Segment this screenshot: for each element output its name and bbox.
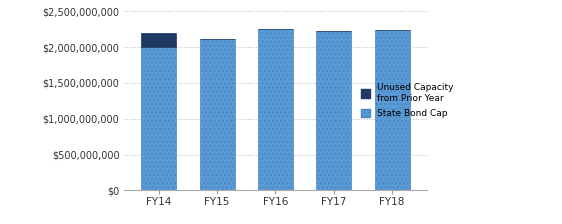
Legend: Unused Capacity
from Prior Year, State Bond Cap: Unused Capacity from Prior Year, State B… [357, 80, 457, 122]
Bar [316, 30, 351, 190]
Bar [141, 47, 176, 190]
Bar [200, 39, 234, 190]
Bar [375, 30, 410, 190]
Bar [258, 29, 293, 190]
Bar [141, 33, 176, 47]
